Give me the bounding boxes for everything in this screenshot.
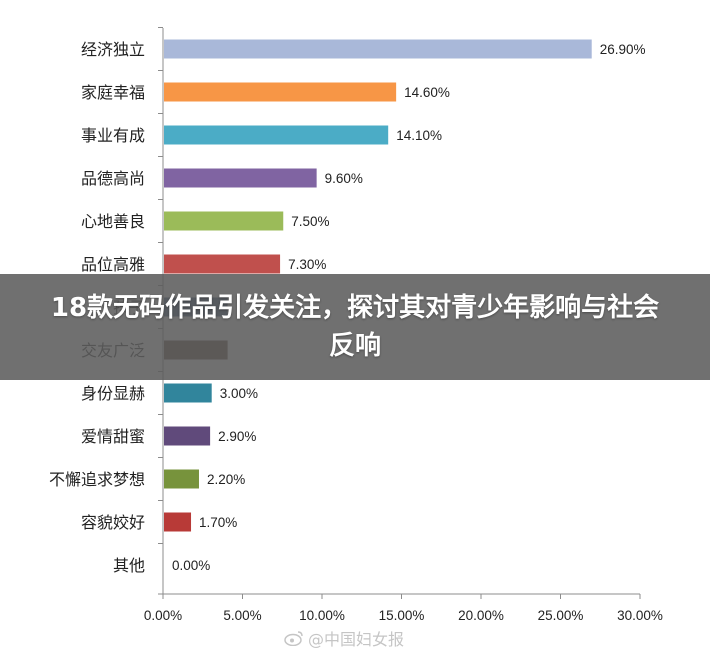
data-label: 26.90%	[600, 42, 646, 57]
data-label: 1.70%	[199, 515, 237, 530]
x-tick-label: 20.00%	[458, 608, 504, 623]
watermark: @中国妇女报	[284, 626, 404, 650]
x-tick-label: 25.00%	[538, 608, 584, 623]
bar	[164, 254, 281, 274]
data-label: 2.90%	[218, 429, 256, 444]
bar	[164, 82, 397, 102]
data-label: 3.00%	[220, 386, 258, 401]
data-label: 7.50%	[291, 214, 329, 229]
category-label: 爱情甜蜜	[81, 427, 145, 446]
x-tick-label: 0.00%	[144, 608, 182, 623]
bar	[164, 168, 317, 188]
bar	[164, 211, 284, 231]
data-label: 7.30%	[288, 257, 326, 272]
headline-title: 18款无码作品引发关注，探讨其对青少年影响与社会反响	[50, 293, 660, 361]
bar	[164, 426, 211, 446]
category-label: 家庭幸福	[81, 83, 145, 102]
headline-banner: 18款无码作品引发关注，探讨其对青少年影响与社会反响	[0, 274, 710, 380]
category-label: 经济独立	[81, 40, 145, 59]
data-label: 0.00%	[172, 558, 210, 573]
x-tick-label: 10.00%	[299, 608, 345, 623]
x-tick-label: 30.00%	[617, 608, 663, 623]
data-label: 14.10%	[396, 128, 442, 143]
data-label: 14.60%	[404, 85, 450, 100]
data-label: 2.20%	[207, 472, 245, 487]
data-label: 9.60%	[325, 171, 363, 186]
bar	[164, 512, 192, 532]
watermark-text: @中国妇女报	[308, 630, 405, 649]
category-label: 不懈追求梦想	[49, 470, 145, 489]
bar	[164, 125, 389, 145]
bar	[164, 469, 199, 489]
category-label: 品位高雅	[81, 255, 145, 274]
weibo-icon	[284, 631, 303, 646]
x-tick-label: 15.00%	[379, 608, 425, 623]
bar	[164, 39, 592, 59]
bar	[164, 383, 212, 403]
category-label: 心地善良	[81, 212, 145, 231]
x-tick-label: 5.00%	[223, 608, 261, 623]
category-label: 品德高尚	[81, 169, 145, 188]
category-label: 身份显赫	[81, 384, 145, 403]
category-label: 事业有成	[81, 126, 145, 145]
category-label: 容貌姣好	[81, 513, 145, 532]
category-label: 其他	[113, 556, 145, 575]
